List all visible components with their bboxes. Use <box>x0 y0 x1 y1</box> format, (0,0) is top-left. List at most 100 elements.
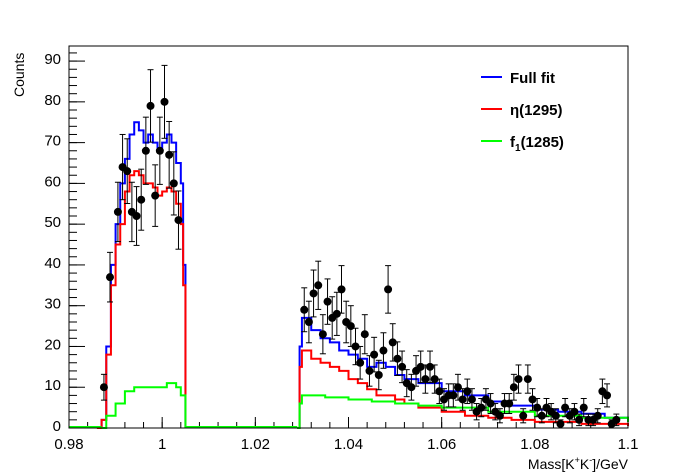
data-marker <box>379 346 388 355</box>
data-marker <box>467 395 476 404</box>
legend-label-f1: f1(1285) <box>510 134 564 154</box>
y-tick-label: 60 <box>44 173 61 190</box>
data-marker <box>141 146 150 155</box>
data-point <box>155 116 164 185</box>
data-marker <box>537 411 546 420</box>
data-point <box>379 332 388 369</box>
data-marker <box>300 305 309 314</box>
data-marker <box>551 411 560 420</box>
fit-curve-f11285 <box>101 382 187 429</box>
data-point <box>370 336 379 373</box>
fit-curve-1295 <box>96 170 187 429</box>
data-marker <box>477 403 486 412</box>
data-marker <box>561 403 570 412</box>
data-point <box>351 327 360 366</box>
data-marker <box>575 415 584 424</box>
data-point <box>449 383 458 408</box>
data-point <box>477 397 486 418</box>
data-point <box>360 314 369 355</box>
y-tick-label: 70 <box>44 133 61 150</box>
y-tick-label: 50 <box>44 214 61 231</box>
data-point <box>393 341 402 377</box>
data-marker <box>165 150 174 159</box>
data-marker <box>449 391 458 400</box>
data-point <box>603 383 612 408</box>
data-point <box>113 181 122 243</box>
data-point <box>593 408 602 424</box>
data-point <box>160 64 169 139</box>
data-points <box>99 64 621 429</box>
data-marker <box>123 167 132 176</box>
data-point <box>575 413 584 427</box>
plot-frame <box>68 45 629 429</box>
data-marker <box>393 354 402 363</box>
data-marker <box>579 403 588 412</box>
data-marker <box>160 97 169 106</box>
x-tick-label: 1 <box>158 436 166 453</box>
data-marker <box>314 281 323 290</box>
x-tick-label: 1.08 <box>520 436 549 453</box>
data-point <box>519 408 528 424</box>
data-marker <box>132 212 141 221</box>
data-marker <box>458 395 467 404</box>
data-point <box>132 186 141 246</box>
data-marker <box>309 289 318 298</box>
data-marker <box>304 318 313 327</box>
data-point <box>384 265 393 314</box>
data-marker <box>370 350 379 359</box>
data-point <box>118 133 127 201</box>
data-marker <box>105 273 114 282</box>
data-point <box>332 291 341 336</box>
data-point <box>304 300 313 344</box>
data-point <box>314 260 323 310</box>
data-marker <box>523 375 532 384</box>
data-point <box>556 419 565 429</box>
data-point <box>318 314 327 355</box>
x-tick-label: 0.98 <box>54 436 83 453</box>
y-axis-title: Counts <box>11 53 27 97</box>
data-marker <box>453 383 462 392</box>
legend-label-eta: η(1295) <box>510 102 563 119</box>
data-marker <box>416 362 425 371</box>
data-point <box>514 364 523 394</box>
data-marker <box>519 411 528 420</box>
x-tick-label: 1.02 <box>241 436 270 453</box>
data-point <box>309 269 318 318</box>
data-marker <box>337 285 346 294</box>
data-marker <box>486 399 495 408</box>
data-marker <box>323 297 332 306</box>
data-marker <box>407 383 416 392</box>
y-tick-label: 30 <box>44 296 61 313</box>
data-point <box>356 345 365 380</box>
y-tick-label: 10 <box>44 377 61 394</box>
data-marker <box>421 375 430 384</box>
legend-label-full-fit: Full fit <box>510 70 555 87</box>
data-point <box>537 408 546 424</box>
data-point <box>407 373 416 401</box>
x-axis-title: Mass[K+K-]/GeV <box>528 455 629 472</box>
data-point <box>174 190 183 250</box>
data-marker <box>384 285 393 294</box>
data-point <box>463 378 472 405</box>
fit-curves <box>69 121 629 429</box>
data-marker <box>612 415 621 424</box>
data-marker <box>603 391 612 400</box>
y-tick-label: 90 <box>44 51 61 68</box>
data-point <box>141 116 150 185</box>
data-marker <box>99 383 108 392</box>
data-marker <box>463 387 472 396</box>
data-point <box>612 413 621 427</box>
data-marker <box>137 195 146 204</box>
data-point <box>435 378 444 405</box>
data-marker <box>169 179 178 188</box>
data-point <box>342 300 351 344</box>
data-point <box>165 120 174 189</box>
data-point <box>169 151 178 216</box>
data-marker <box>151 191 160 200</box>
data-point <box>561 397 570 418</box>
data-point <box>146 69 155 143</box>
data-point <box>421 364 430 394</box>
data-point <box>151 164 160 227</box>
data-point <box>374 359 383 391</box>
data-marker <box>495 411 504 420</box>
